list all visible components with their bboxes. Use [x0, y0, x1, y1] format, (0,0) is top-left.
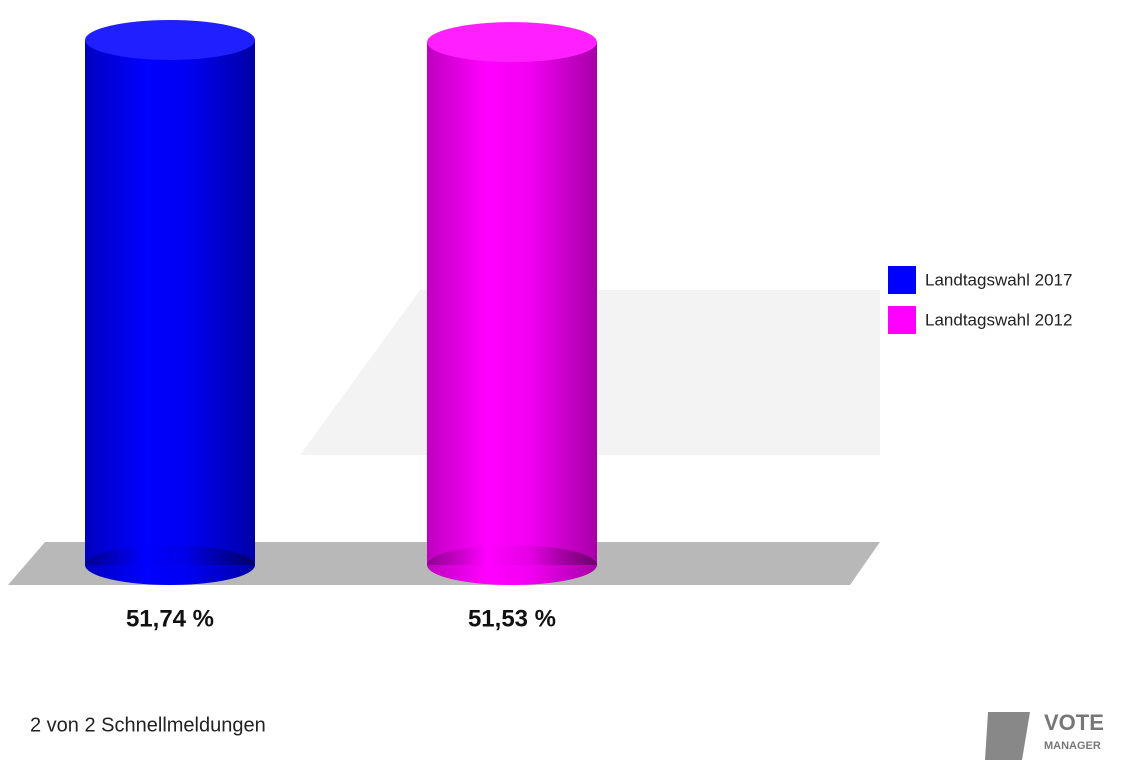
- bar-shade: [85, 40, 255, 565]
- bar-cap-light: [85, 20, 255, 60]
- legend-swatch: [888, 306, 916, 334]
- logo-text: VOTE: [1044, 710, 1104, 735]
- bar-cap-light: [427, 22, 597, 63]
- logo: VOTE MANAGER: [985, 710, 1104, 760]
- footer-text: 2 von 2 Schnellmeldungen: [30, 714, 266, 736]
- legend-swatch: [888, 266, 916, 294]
- logo-icon: [985, 712, 1030, 760]
- bar-shade: [427, 42, 597, 565]
- legend-label: Landtagswahl 2012: [925, 310, 1072, 329]
- legend-label: Landtagswahl 2017: [925, 270, 1072, 289]
- data-label: 51,53 %: [468, 605, 556, 632]
- data-label: 51,74 %: [126, 605, 214, 632]
- bar-cap: [427, 22, 597, 63]
- bar-cap: [85, 20, 255, 60]
- logo-subtext: MANAGER: [1044, 740, 1101, 752]
